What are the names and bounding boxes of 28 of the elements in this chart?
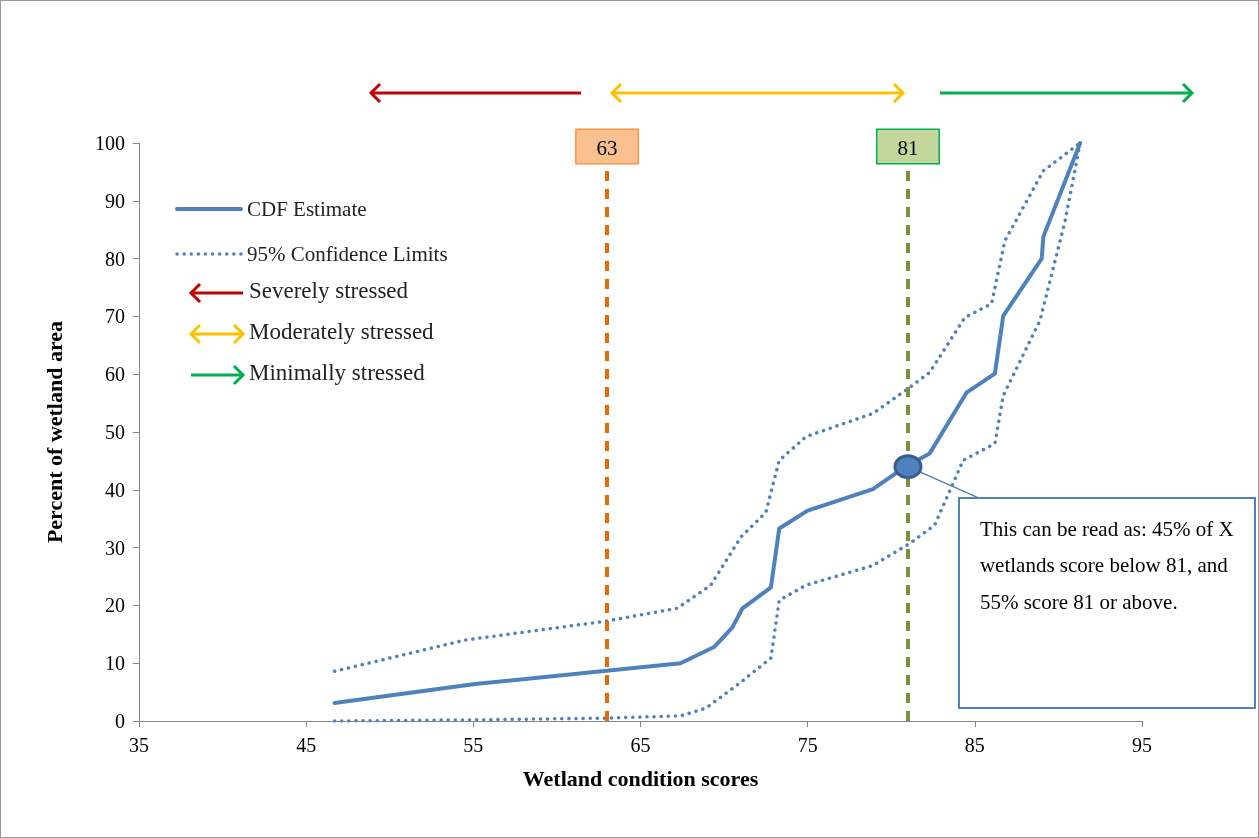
y-tick-label: 30 xyxy=(105,536,125,559)
y-tick-label: 10 xyxy=(105,652,125,675)
y-tick-label: 60 xyxy=(105,363,125,386)
x-tick-label: 65 xyxy=(630,734,651,756)
x-tick-label: 55 xyxy=(463,734,484,756)
callout-box: This can be read as: 45% of X wetlands score below 81, and 55% score 81 or above. xyxy=(957,496,1256,709)
ref-line-label: 81 xyxy=(897,135,919,160)
x-axis-title: Wetland condition scores xyxy=(522,765,759,791)
annotation: Severely stressed xyxy=(249,278,409,304)
x-tick-label: 85 xyxy=(964,734,985,756)
y-tick-label: 50 xyxy=(105,421,125,443)
y-tick-label: 70 xyxy=(105,305,125,328)
y-tick-label: 90 xyxy=(105,189,125,212)
annotation: Moderately stressed xyxy=(249,319,434,345)
legend-label: CDF Estimate xyxy=(247,197,367,221)
y-axis-title: Percent of wetland area xyxy=(41,320,67,544)
y-tick-label: 20 xyxy=(105,594,125,617)
annotation: Minimally stressed xyxy=(249,360,425,386)
legend-label: 95% Confidence Limits xyxy=(247,242,448,266)
x-tick-label: 75 xyxy=(797,734,818,756)
ref-line-label: 63 xyxy=(596,135,618,160)
y-tick-label: 80 xyxy=(105,247,125,270)
x-tick-label: 95 xyxy=(1132,734,1152,756)
y-tick-label: 100 xyxy=(95,132,125,154)
y-tick-label: 40 xyxy=(105,478,125,501)
x-tick-label: 45 xyxy=(296,734,317,756)
x-tick-label: 35 xyxy=(129,734,149,756)
y-tick-label: 0 xyxy=(115,710,125,732)
